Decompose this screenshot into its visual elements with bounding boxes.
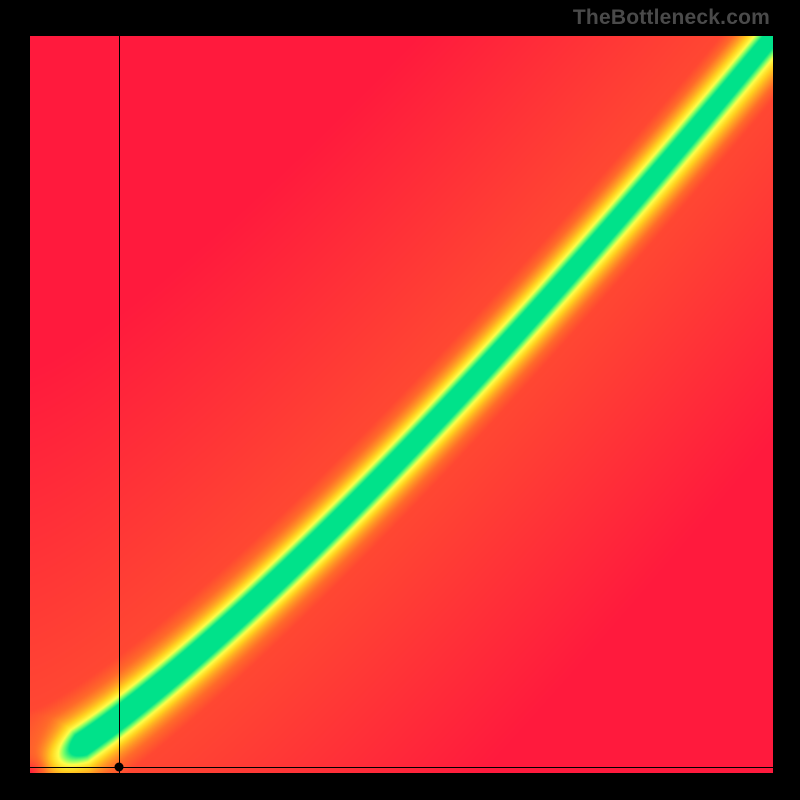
watermark: TheBottleneck.com [573,6,770,30]
marker-dot [115,763,124,772]
page-container: TheBottleneck.com [0,0,800,800]
marker-crosshair-vertical [119,36,120,773]
marker-crosshair-horizontal [30,767,773,768]
bottleneck-heatmap [30,36,773,773]
